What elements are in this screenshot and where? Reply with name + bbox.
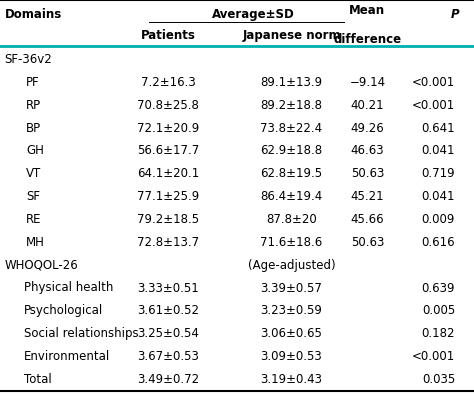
Text: <0.001: <0.001: [412, 350, 455, 363]
Text: 0.616: 0.616: [421, 236, 455, 249]
Text: difference: difference: [333, 33, 401, 46]
Text: 0.009: 0.009: [422, 213, 455, 226]
Text: P: P: [451, 8, 459, 21]
Text: 86.4±19.4: 86.4±19.4: [260, 190, 323, 203]
Text: 3.25±0.54: 3.25±0.54: [137, 327, 199, 340]
Text: 0.182: 0.182: [421, 327, 455, 340]
Text: RP: RP: [26, 99, 41, 112]
Text: 89.1±13.9: 89.1±13.9: [260, 76, 323, 89]
Text: 70.8±25.8: 70.8±25.8: [137, 99, 199, 112]
Text: SF: SF: [26, 190, 40, 203]
Text: 3.39±0.57: 3.39±0.57: [261, 282, 322, 294]
Text: 7.2±16.3: 7.2±16.3: [141, 76, 196, 89]
Text: 0.005: 0.005: [422, 304, 455, 317]
Text: 46.63: 46.63: [351, 144, 384, 157]
Text: 3.67±0.53: 3.67±0.53: [137, 350, 199, 363]
Text: 3.61±0.52: 3.61±0.52: [137, 304, 199, 317]
Text: 89.2±18.8: 89.2±18.8: [261, 99, 322, 112]
Text: SF-36v2: SF-36v2: [5, 53, 53, 66]
Text: 72.1±20.9: 72.1±20.9: [137, 122, 200, 134]
Text: 3.09±0.53: 3.09±0.53: [261, 350, 322, 363]
Text: Psychological: Psychological: [24, 304, 103, 317]
Text: 56.6±17.7: 56.6±17.7: [137, 144, 200, 157]
Text: 62.9±18.8: 62.9±18.8: [260, 144, 323, 157]
Text: 49.26: 49.26: [350, 122, 384, 134]
Text: 0.641: 0.641: [421, 122, 455, 134]
Text: 0.639: 0.639: [421, 282, 455, 294]
Text: VT: VT: [26, 167, 41, 180]
Text: 72.8±13.7: 72.8±13.7: [137, 236, 200, 249]
Text: Patients: Patients: [141, 29, 196, 42]
Text: 45.66: 45.66: [351, 213, 384, 226]
Text: 77.1±25.9: 77.1±25.9: [137, 190, 200, 203]
Text: (Age-adjusted): (Age-adjusted): [248, 259, 335, 272]
Text: Physical health: Physical health: [24, 282, 113, 294]
Text: Average±SD: Average±SD: [212, 8, 295, 21]
Text: 64.1±20.1: 64.1±20.1: [137, 167, 200, 180]
Text: 40.21: 40.21: [351, 99, 384, 112]
Text: 73.8±22.4: 73.8±22.4: [260, 122, 323, 134]
Text: −9.14: −9.14: [349, 76, 385, 89]
Text: 0.041: 0.041: [421, 190, 455, 203]
Text: 3.23±0.59: 3.23±0.59: [261, 304, 322, 317]
Text: GH: GH: [26, 144, 44, 157]
Text: Mean: Mean: [349, 4, 385, 17]
Text: 79.2±18.5: 79.2±18.5: [137, 213, 200, 226]
Text: 3.19±0.43: 3.19±0.43: [261, 373, 322, 386]
Text: 45.21: 45.21: [351, 190, 384, 203]
Text: <0.001: <0.001: [412, 99, 455, 112]
Text: 0.041: 0.041: [421, 144, 455, 157]
Text: BP: BP: [26, 122, 41, 134]
Text: Domains: Domains: [5, 8, 62, 21]
Text: RE: RE: [26, 213, 42, 226]
Text: 0.719: 0.719: [421, 167, 455, 180]
Text: 50.63: 50.63: [351, 236, 384, 249]
Text: 0.035: 0.035: [422, 373, 455, 386]
Text: 3.33±0.51: 3.33±0.51: [137, 282, 199, 294]
Text: 3.06±0.65: 3.06±0.65: [261, 327, 322, 340]
Text: MH: MH: [26, 236, 45, 249]
Text: Japanese norm: Japanese norm: [242, 29, 341, 42]
Text: Total: Total: [24, 373, 52, 386]
Text: 71.6±18.6: 71.6±18.6: [260, 236, 323, 249]
Text: Environmental: Environmental: [24, 350, 110, 363]
Text: WHOQOL-26: WHOQOL-26: [5, 259, 79, 272]
Text: 3.49±0.72: 3.49±0.72: [137, 373, 200, 386]
Text: 50.63: 50.63: [351, 167, 384, 180]
Text: <0.001: <0.001: [412, 76, 455, 89]
Text: 62.8±19.5: 62.8±19.5: [260, 167, 323, 180]
Text: PF: PF: [26, 76, 40, 89]
Text: Social relationships: Social relationships: [24, 327, 138, 340]
Text: 87.8±20: 87.8±20: [266, 213, 317, 226]
